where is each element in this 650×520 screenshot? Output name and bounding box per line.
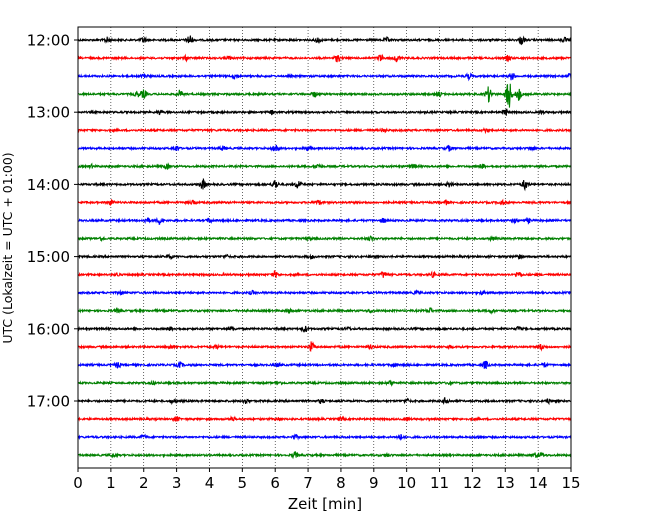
x-tick-label: 14 bbox=[529, 474, 548, 492]
trace-series bbox=[77, 35, 572, 46]
trace-series bbox=[77, 325, 572, 333]
trace-series bbox=[77, 415, 572, 423]
y-axis-ticks: 12:00 13:00 14:00 15:00 16:00 17:00 bbox=[27, 32, 78, 411]
trace-series bbox=[77, 108, 572, 116]
trace-series bbox=[77, 360, 572, 369]
x-tick-label: 9 bbox=[369, 474, 379, 492]
y-tick-label: 13:00 bbox=[27, 104, 70, 122]
trace-series bbox=[77, 216, 572, 225]
trace-series bbox=[77, 126, 572, 135]
trace-series bbox=[77, 288, 572, 297]
trace-series bbox=[77, 270, 572, 279]
trace-series bbox=[77, 144, 572, 152]
x-tick-label: 10 bbox=[397, 474, 416, 492]
trace-series bbox=[77, 83, 572, 108]
trace-series bbox=[77, 306, 572, 315]
trace-series bbox=[77, 253, 572, 261]
x-tick-label: 5 bbox=[238, 474, 248, 492]
x-tick-label: 6 bbox=[270, 474, 280, 492]
x-tick-label: 2 bbox=[139, 474, 149, 492]
y-tick-label: 15:00 bbox=[27, 248, 70, 266]
x-tick-label: 4 bbox=[205, 474, 215, 492]
trace-series bbox=[77, 433, 572, 442]
x-tick-label: 11 bbox=[430, 474, 449, 492]
trace-series bbox=[77, 451, 572, 460]
trace-series bbox=[77, 235, 572, 243]
x-tick-label: 7 bbox=[303, 474, 313, 492]
trace-series bbox=[77, 162, 572, 171]
x-axis-label: Zeit [min] bbox=[288, 495, 362, 513]
x-tick-label: 8 bbox=[336, 474, 346, 492]
y-tick-label: 17:00 bbox=[27, 393, 70, 411]
plot-frame bbox=[77, 26, 572, 469]
trace-series bbox=[77, 341, 572, 352]
y-axis-label: UTC (Lokalzeit = UTC + 01:00) bbox=[0, 152, 15, 343]
x-axis-ticks: 0 1 2 3 4 5 6 7 8 9 10 11 12 13 14 15 bbox=[73, 468, 581, 492]
x-tick-label: 12 bbox=[463, 474, 482, 492]
x-tick-label: 1 bbox=[106, 474, 116, 492]
y-tick-label: 16:00 bbox=[27, 320, 70, 338]
x-tick-label: 15 bbox=[561, 474, 580, 492]
trace-series bbox=[77, 397, 572, 406]
x-tick-label: 13 bbox=[496, 474, 515, 492]
trace-series bbox=[77, 198, 572, 206]
x-tick-label: 0 bbox=[73, 474, 83, 492]
y-tick-label: 14:00 bbox=[27, 176, 70, 194]
x-tick-label: 3 bbox=[172, 474, 182, 492]
y-tick-label: 12:00 bbox=[27, 32, 70, 50]
trace-series bbox=[77, 72, 572, 82]
trace-series bbox=[77, 178, 572, 192]
seismic-traces bbox=[77, 35, 572, 460]
trace-series bbox=[77, 379, 572, 388]
trace-series bbox=[77, 53, 572, 63]
